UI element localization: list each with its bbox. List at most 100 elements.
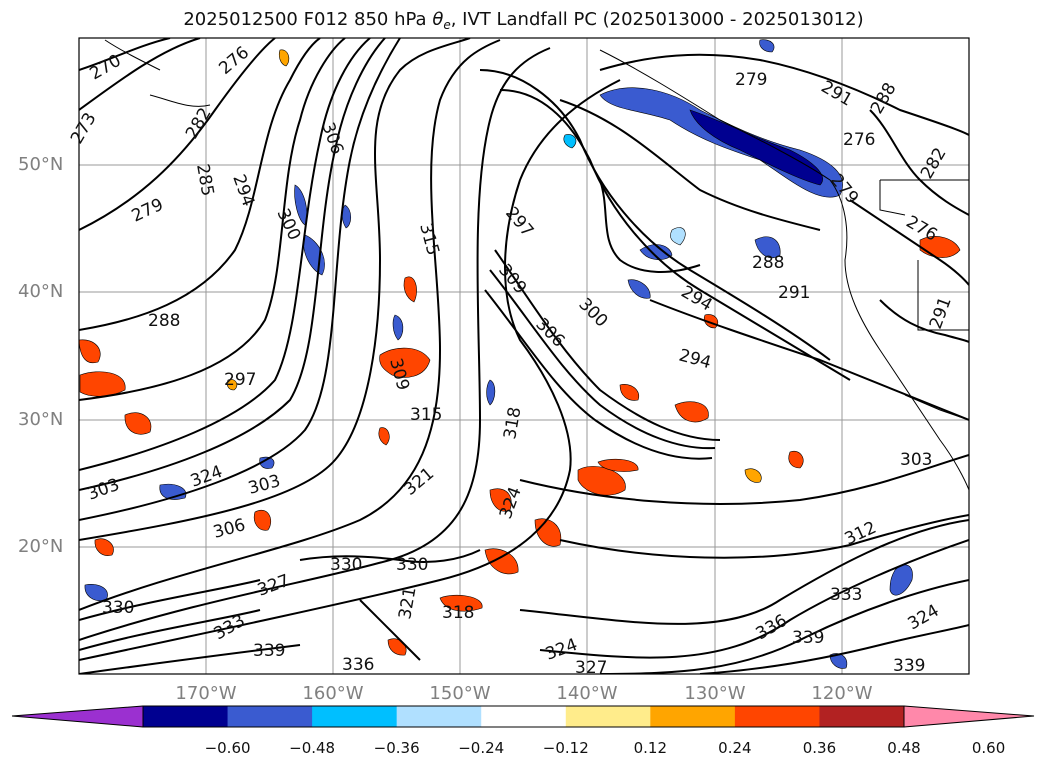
contour-273 (79, 38, 201, 111)
contour-270 (79, 38, 171, 71)
colorbar-segment (396, 706, 482, 727)
ivt-pos-16 (378, 427, 390, 446)
map-title: 2025012500 F012 850 hPa θe, IVT Landfall… (0, 9, 1047, 32)
state-border-2 (917, 260, 969, 331)
contour-288-east (559, 99, 821, 231)
aleutians (149, 94, 211, 107)
contour-312 (559, 514, 969, 559)
positive-shading (79, 49, 961, 656)
contour-339 (699, 624, 969, 674)
alaska-coast (104, 39, 161, 71)
ivt-pos-20 (744, 468, 762, 483)
ivt-pos-6 (577, 466, 626, 496)
colorbar-segment (227, 706, 313, 727)
ivt-blob-core (689, 109, 823, 186)
ivt-pos-15 (788, 450, 804, 469)
ivt-pos-22 (226, 379, 238, 391)
negative-shading (84, 39, 913, 669)
lon-label-120w: 120°W (811, 683, 873, 704)
theta-subscript: e (443, 18, 451, 32)
colorbar-tick-label: −0.36 (373, 739, 420, 757)
ivt-pos-14 (253, 510, 272, 531)
title-prefix: 2025012500 F012 850 hPa (183, 9, 433, 30)
ivt-pos-11 (489, 488, 512, 512)
ivt-pos-7 (674, 401, 709, 423)
colorbar-tick-label: 0.48 (887, 739, 921, 757)
contour-327-south (519, 519, 969, 625)
clabel: 303 (900, 450, 932, 470)
title-suffix: , IVT Landfall PC (2025013000 - 20250130… (450, 9, 864, 30)
ivt-blob-13 (486, 379, 496, 406)
ivt-blob-14 (759, 39, 775, 53)
border-us-mexico (904, 394, 969, 421)
map-background (79, 38, 969, 674)
colorbar-tick-label: −0.24 (458, 739, 505, 757)
ivt-pos-21 (278, 49, 290, 67)
contour-306-east (489, 269, 716, 450)
contour-288 (79, 38, 321, 331)
ivt-blob-15 (563, 134, 577, 149)
lon-label-130w: 130°W (684, 683, 746, 704)
contour-336 (599, 579, 969, 674)
colorbar-segment (650, 706, 736, 727)
contour-315a (79, 38, 471, 541)
contour-309-east (494, 249, 721, 441)
north-america-coast (599, 49, 969, 491)
clabel: 288 (148, 311, 180, 331)
contour-330-mid (299, 549, 481, 563)
contour-279-east (849, 199, 969, 286)
colorbar-tick-label: −0.48 (289, 739, 336, 757)
ivt-blob-6 (392, 314, 404, 341)
lat-label-20n: 20°N (18, 536, 64, 557)
contour-294-east (499, 89, 851, 381)
ivt-pos-8 (619, 384, 640, 401)
ivt-pos-19 (94, 538, 114, 556)
clabel: 336 (342, 655, 374, 675)
clabel: 279 (735, 70, 767, 90)
contour-303-south (519, 454, 969, 505)
state-border-1 (879, 180, 906, 216)
colorbar-tick-label: 0.36 (802, 739, 837, 757)
ivt-pos-10 (484, 548, 519, 575)
lat-label-30n: 30°N (18, 409, 64, 430)
clabel: 297 (224, 370, 256, 390)
contour-297 (79, 38, 346, 401)
contour-303-east (484, 289, 713, 460)
clabel: 330 (102, 598, 134, 618)
clabel: 330 (396, 555, 428, 575)
contour-321-mid (359, 599, 421, 661)
contour-321 (79, 47, 551, 641)
clabel: 339 (253, 641, 285, 661)
ivt-blob-2 (754, 236, 781, 259)
colorbar-tick-label: 0.24 (718, 739, 752, 757)
clabel: 291 (778, 283, 810, 303)
clabel: 339 (792, 628, 824, 648)
ivt-pos-13 (439, 595, 483, 612)
lon-label-170w: 170°W (175, 683, 237, 704)
theta-symbol: θ (432, 9, 444, 30)
ivt-pos-4 (379, 347, 431, 378)
lon-label-140w: 140°W (556, 683, 618, 704)
lat-label-40n: 40°N (18, 281, 64, 302)
contour-333-west (79, 609, 261, 651)
colorbar-segment (565, 706, 651, 727)
colorbar-segment (143, 706, 229, 727)
clabel: 327 (575, 658, 607, 678)
contour-279 (79, 38, 276, 231)
contour-324 (79, 79, 621, 661)
colorbar-extend-low (12, 706, 143, 727)
clabel: 315 (410, 405, 442, 425)
clabel: 276 (843, 130, 875, 150)
colorbar-tick-label: −0.60 (204, 739, 251, 757)
colorbar-extend-high (904, 706, 1034, 727)
coastlines (104, 39, 969, 491)
contour-303a (79, 38, 371, 471)
ivt-pos-1 (79, 339, 101, 364)
ivt-blob-10 (627, 279, 651, 299)
contour-297-east (479, 69, 831, 361)
clabel: 330 (330, 555, 362, 575)
contour-300 (649, 299, 969, 421)
map-frame (78, 37, 970, 675)
contour-309 (79, 38, 401, 521)
lon-label-150w: 150°W (429, 683, 491, 704)
